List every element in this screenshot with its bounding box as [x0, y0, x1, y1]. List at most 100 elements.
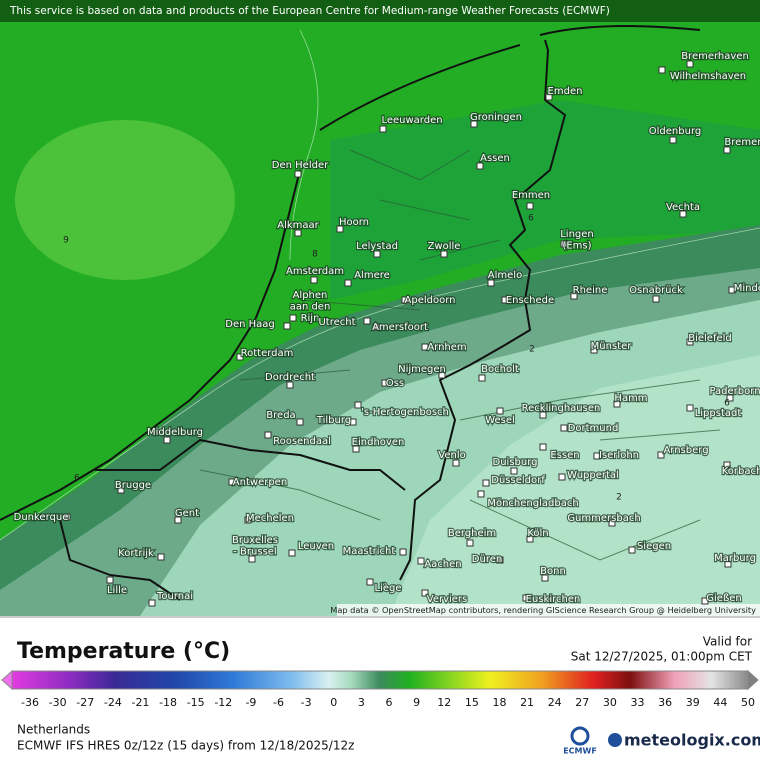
city-label: Antwerpen: [233, 477, 287, 488]
city-marker: [283, 322, 291, 330]
city-marker: [613, 400, 621, 408]
map-credit: Map data © OpenStreetMap contributors, r…: [330, 605, 756, 615]
city-marker: [466, 539, 474, 547]
city-label: Düsseldorf: [491, 475, 545, 486]
attribution: This service is based on data and produc…: [9, 5, 610, 17]
city-marker: [366, 578, 374, 586]
city-label: (Ems): [562, 241, 591, 252]
city-label: Essen: [550, 450, 579, 461]
city-label: Leeuwarden: [381, 115, 442, 126]
brand-logo[interactable]: [608, 733, 622, 747]
city-label: Arnhem: [427, 342, 466, 353]
ecmwf-logo: [570, 726, 590, 746]
city-marker: [477, 490, 485, 498]
city-marker: [482, 479, 490, 487]
colorbar-tick-label: -21: [131, 696, 149, 709]
city-marker: [336, 225, 344, 233]
city-label: Köln: [527, 528, 548, 539]
city-label: Tilburg: [316, 415, 351, 426]
city-label: Brugge: [115, 480, 151, 491]
city-marker: [106, 576, 114, 584]
city-marker: [723, 146, 731, 154]
city-label: Siegen: [637, 541, 671, 552]
city-label: Hoorn: [339, 217, 369, 228]
city-label: Emden: [548, 86, 583, 97]
city-label: Lille: [107, 585, 127, 596]
brand[interactable]: meteologix.com: [624, 731, 760, 750]
city-marker: [496, 556, 504, 564]
city-marker: [726, 394, 734, 402]
city-marker: [501, 296, 509, 304]
city-label: Dortmund: [568, 423, 619, 434]
city-marker: [310, 276, 318, 284]
city-label: Duisburg: [493, 457, 538, 468]
city-label: Vechta: [666, 202, 700, 213]
city-marker: [294, 170, 302, 178]
city-label: Lingen: [560, 229, 594, 240]
city-label: Zwolle: [428, 241, 461, 252]
city-label: Düren: [472, 554, 502, 565]
city-marker: [354, 401, 362, 409]
colorbar-tick-label: 24: [548, 696, 562, 709]
city-marker: [728, 286, 736, 294]
colorbar-tick-label: 50: [741, 696, 755, 709]
city-label: Dordrecht: [265, 372, 315, 383]
city-label: Euskirchen: [526, 594, 581, 605]
city-label: Arnsberg: [663, 445, 708, 456]
city-label: Gent: [175, 508, 199, 519]
colorbar-tick-label: 27: [575, 696, 589, 709]
city-label: Recklinghausen: [522, 403, 601, 414]
colorbar-tick-label: -27: [76, 696, 94, 709]
city-label: Bielefeld: [688, 333, 732, 344]
map-labels: Bremerhaven Wilhelmshaven Emden Groningen Le…: [12, 50, 760, 607]
colorbar-ticks: -36 -30 -27 -24 -21 -18 -15 -12 -9 -6 -3 0 3 6 9 12 15 18…: [21, 696, 755, 709]
contour-label: 2: [616, 493, 622, 503]
city-label: Liège: [374, 582, 401, 594]
colorbar-tick-label: 9: [413, 696, 420, 709]
colorbar-tick-label: 30: [603, 696, 617, 709]
colorbar-tick-label: 12: [437, 696, 451, 709]
city-marker: [686, 60, 694, 68]
city-label: Oldenburg: [649, 126, 701, 137]
city-marker: [288, 549, 296, 557]
city-label: Paderborn: [709, 386, 760, 397]
city-label: Kortrijk: [118, 548, 154, 559]
city-label: Amersfoort: [372, 322, 428, 333]
city-marker: [417, 557, 425, 565]
city-marker: [496, 407, 504, 415]
city-marker: [174, 516, 182, 524]
city-marker: [560, 240, 568, 248]
city-label: Bergheim: [448, 528, 496, 539]
city-label: Bremerhaven: [681, 51, 749, 62]
valid-time: Sat 12/27/2025, 01:00pm CET: [571, 650, 753, 664]
colorbar: [11, 670, 749, 690]
city-label: Roosendaal: [273, 436, 331, 447]
city-marker: [248, 555, 256, 563]
map: This service is based on data and produc…: [0, 0, 760, 616]
contour-label: 8: [312, 250, 318, 260]
city-marker: [658, 66, 666, 74]
city-marker: [372, 323, 380, 331]
city-label: Alphen: [293, 290, 328, 301]
city-marker: [286, 381, 294, 389]
city-marker: [373, 250, 381, 258]
city-marker: [349, 418, 357, 426]
city-marker: [686, 338, 694, 346]
city-marker: [657, 451, 665, 459]
colorbar-tick-label: 3: [358, 696, 365, 709]
colorbar-tick-label: 21: [520, 696, 534, 709]
city-marker: [294, 229, 302, 237]
city-marker: [522, 594, 530, 602]
city-marker: [701, 597, 709, 605]
city-marker: [363, 317, 371, 325]
city-label: Wesel: [485, 415, 515, 426]
city-marker: [117, 486, 125, 494]
city-marker: [236, 353, 244, 361]
city-label: Verviers: [427, 594, 468, 605]
city-marker: [724, 560, 732, 568]
city-marker: [487, 279, 495, 287]
city-label: Rotterdam: [241, 348, 294, 359]
city-label: Lippstadt: [695, 408, 742, 419]
colorbar-tick-label: -15: [187, 696, 205, 709]
city-label: Den Haag: [225, 319, 275, 330]
